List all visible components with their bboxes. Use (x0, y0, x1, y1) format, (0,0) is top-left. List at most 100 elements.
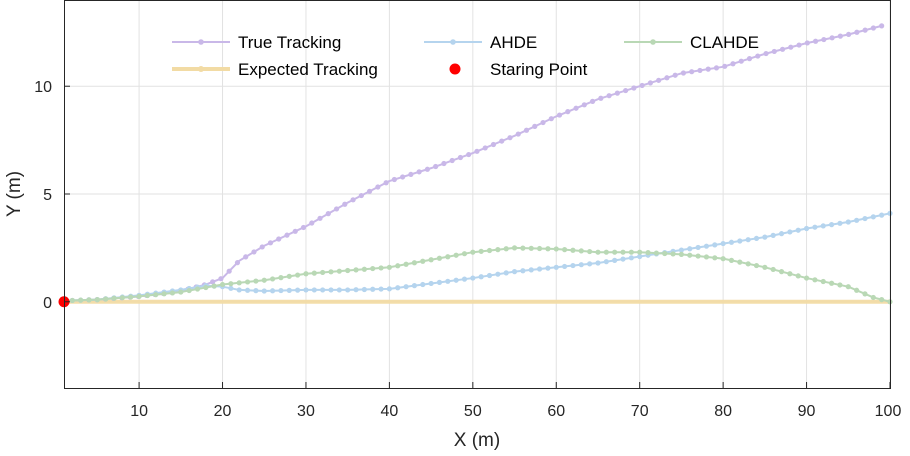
legend-expected-tracking-marker (198, 66, 204, 72)
series-ahde-point (328, 287, 334, 293)
series-true-tracking-point (556, 112, 563, 118)
legend-ahde-marker (450, 39, 456, 45)
series-ahde-point (828, 222, 835, 228)
series-true-tracking-point (713, 65, 720, 71)
series-ahde-point (478, 274, 484, 280)
series-true-tracking-point (730, 61, 736, 67)
series-ahde-point (687, 246, 693, 252)
series-ahde-point (253, 288, 259, 294)
series-ahde-point (612, 257, 618, 263)
series-true-tracking-point (523, 127, 530, 133)
series-clahde-point (695, 253, 701, 259)
series-true-tracking-point (788, 44, 794, 50)
series-true-tracking-point (565, 109, 571, 115)
series-true-tracking-point (846, 31, 852, 38)
series-clahde-point (328, 269, 334, 275)
series-true-tracking-point (623, 87, 629, 94)
series-true-tracking-point (647, 80, 654, 86)
series-ahde-point (295, 287, 301, 293)
series-clahde-point (678, 251, 685, 257)
series-ahde-point (361, 286, 367, 293)
series-ahde-point (486, 272, 493, 279)
series-true-tracking-point (779, 46, 786, 52)
series-clahde-point (194, 286, 201, 292)
series-true-tracking-point (251, 249, 257, 255)
legend-expected-tracking-label: Expected Tracking (238, 60, 378, 79)
series-clahde-point (453, 252, 459, 258)
series-ahde-point (695, 244, 701, 251)
x-axis-label: X (m) (454, 430, 500, 451)
series-clahde-point (144, 292, 151, 299)
series-ahde-point (753, 235, 760, 242)
series-ahde-point (320, 287, 326, 293)
series-clahde-point (778, 269, 785, 275)
series-true-tracking-point (383, 180, 389, 186)
series-clahde-point (136, 293, 142, 299)
series-ahde-point (386, 286, 392, 292)
series-ahde-point (453, 277, 459, 283)
series-clahde-point (620, 249, 626, 255)
series-ahde-point (503, 270, 509, 276)
x-tick-label: 10 (130, 403, 148, 420)
series-ahde-point (870, 214, 876, 220)
series-true-tracking-point (400, 174, 406, 180)
x-tick-label: 30 (297, 403, 315, 420)
series-true-tracking-point (738, 58, 744, 64)
series-true-tracking-point (342, 201, 348, 207)
series-ahde-point (854, 217, 860, 223)
series-ahde-point (762, 234, 768, 240)
series-true-tracking-point (210, 279, 216, 285)
series-clahde-point (712, 255, 718, 261)
series-true-tracking-point (234, 260, 241, 266)
series-true-tracking-point (441, 160, 447, 167)
series-true-tracking-point (416, 169, 422, 175)
series-true-tracking-point (540, 119, 546, 126)
series-ahde-point (628, 255, 634, 261)
series-true-tracking-point (573, 105, 579, 111)
series-ahde-point (495, 271, 501, 277)
series-ahde-point (528, 267, 534, 273)
series-clahde-point (336, 268, 342, 274)
series-clahde-point (153, 292, 159, 298)
series-true-tracking-point (457, 154, 464, 161)
series-clahde-point (228, 281, 234, 287)
legend-clahde-label: CLAHDE (690, 33, 759, 52)
series-ahde-point (820, 223, 826, 229)
series-true-tracking-point (722, 63, 728, 69)
series-true-tracking-point (812, 38, 819, 44)
series-ahde-point (620, 256, 626, 262)
series-clahde-point (178, 289, 184, 295)
series-true-tracking-point (490, 141, 497, 148)
series-clahde-point (603, 249, 609, 255)
series-true-tracking-point (689, 69, 695, 75)
series-true-tracking-point (631, 85, 637, 91)
series-true-tracking-point (284, 232, 290, 238)
series-ahde-point (511, 269, 518, 275)
series-true-tracking-point (391, 176, 397, 183)
series-ahde-point (520, 268, 526, 274)
x-tick-label: 50 (464, 403, 482, 420)
x-tick-label: 60 (547, 403, 565, 420)
series-ahde-point (236, 287, 242, 293)
series-true-tracking-point (656, 77, 662, 83)
series-ahde-point (244, 287, 251, 293)
series-true-tracking-point (466, 151, 472, 158)
series-clahde-point (503, 246, 509, 252)
series-true-tracking-point (366, 188, 373, 194)
series-ahde-point (637, 253, 643, 260)
series-clahde-point (645, 250, 651, 256)
series-true-tracking-point (424, 166, 431, 172)
series-ahde-point (879, 212, 885, 218)
series-clahde-point (69, 297, 75, 304)
legend-true-tracking-marker (198, 39, 204, 45)
series-clahde-point (879, 297, 885, 303)
x-tick-label: 70 (631, 403, 649, 420)
series-ahde-point (269, 288, 276, 294)
series-ahde-point (303, 287, 309, 293)
series-true-tracking-point (870, 25, 876, 31)
y-tick-label: 10 (34, 79, 52, 96)
series-true-tracking-point (837, 33, 843, 39)
series-clahde-point (436, 255, 443, 261)
series-clahde-point (562, 247, 568, 253)
